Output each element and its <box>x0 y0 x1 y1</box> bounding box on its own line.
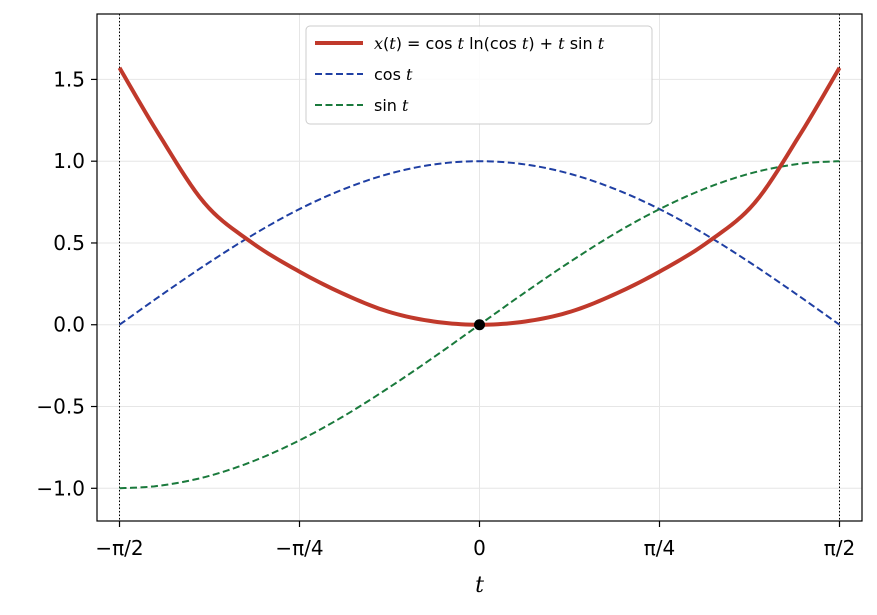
legend: x(t) = cos t ln(cos t) + t sin t cos t sin… <box>305 25 653 125</box>
legend-label: sin t <box>374 96 409 115</box>
y-tick-label: −0.5 <box>36 395 85 419</box>
x-tick-label: −π/2 <box>95 536 143 560</box>
x-axis-ticks: −π/2 −π/4 0 π/4 π/2 <box>95 521 855 560</box>
legend-label: x(t) = cos t ln(cos t) + t sin t <box>374 34 605 53</box>
marked-points <box>474 319 485 331</box>
y-tick-label: 0.5 <box>53 231 85 255</box>
x-axis-label: t <box>475 573 484 598</box>
legend-box <box>305 25 653 125</box>
y-tick-label: −1.0 <box>36 476 85 500</box>
y-axis-ticks: −1.0 −0.5 0.0 0.5 1.0 1.5 <box>36 67 97 500</box>
origin-point <box>474 319 485 331</box>
x-tick-label: π/4 <box>644 536 676 560</box>
y-tick-label: 1.0 <box>53 149 85 173</box>
y-tick-label: 0.0 <box>53 313 85 337</box>
series-line-1 <box>118 160 841 326</box>
vertical-reference-lines <box>119 14 840 521</box>
x-tick-label: π/2 <box>824 536 856 560</box>
legend-label: cos t <box>374 65 413 84</box>
x-tick-label: 0 <box>473 536 486 560</box>
y-tick-label: 1.5 <box>53 67 85 91</box>
x-tick-label: −π/4 <box>275 536 323 560</box>
